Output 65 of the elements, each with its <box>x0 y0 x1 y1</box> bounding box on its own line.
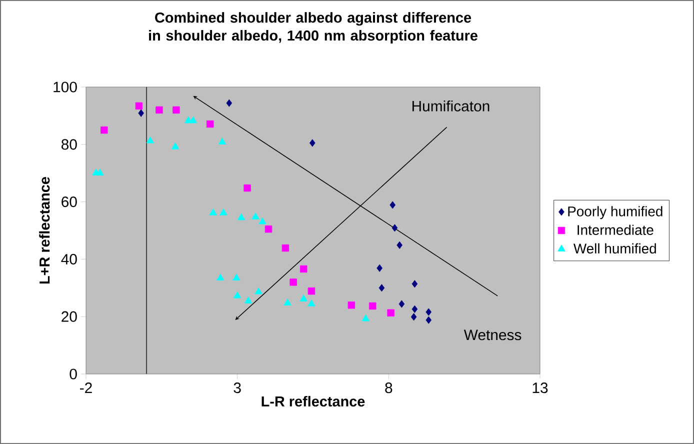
point <box>206 120 214 128</box>
x-axis-title: L-R reflectance <box>262 396 365 407</box>
point <box>96 168 104 176</box>
legend-label: Well humified <box>573 243 656 254</box>
point <box>216 274 224 280</box>
point <box>244 296 252 304</box>
point <box>387 309 394 316</box>
annotation: Wetness <box>464 330 522 340</box>
point <box>310 139 316 147</box>
point <box>426 316 432 324</box>
point <box>412 280 418 288</box>
point <box>156 106 163 114</box>
point <box>376 264 382 272</box>
y-tick-label: 20 <box>62 311 77 322</box>
point <box>284 298 292 306</box>
point <box>209 208 217 216</box>
y-tick-label: 0 <box>70 368 77 380</box>
point <box>308 300 316 306</box>
point <box>234 292 242 298</box>
point <box>392 224 398 232</box>
point <box>300 294 308 302</box>
y-axis-title: L+R reflectance <box>39 177 50 284</box>
point <box>348 302 356 309</box>
point <box>412 305 418 313</box>
point <box>410 313 417 321</box>
point <box>282 244 290 252</box>
x-tick-label: 3 <box>234 382 241 394</box>
y-tick-label: 100 <box>54 82 77 92</box>
point <box>189 116 197 124</box>
point <box>300 265 308 273</box>
point <box>290 278 297 286</box>
x-tick-label: -2 <box>80 382 92 393</box>
point <box>237 213 246 220</box>
point <box>100 126 108 134</box>
point <box>254 288 262 294</box>
point <box>218 138 226 144</box>
y-tick-label: 40 <box>61 254 77 264</box>
y-tick-label: 60 <box>62 196 77 208</box>
x-tick-label: 13 <box>532 382 548 394</box>
point <box>390 201 396 209</box>
point <box>146 136 154 144</box>
point <box>172 106 180 114</box>
annotation: Humificaton <box>412 100 490 112</box>
point <box>171 142 180 150</box>
point <box>220 208 228 216</box>
point <box>378 284 385 292</box>
point <box>138 109 144 117</box>
point <box>362 314 370 322</box>
point <box>252 212 260 220</box>
point <box>396 241 402 249</box>
legend-label: Poorly humified <box>568 206 662 220</box>
point <box>226 99 232 107</box>
point <box>369 302 376 310</box>
point <box>426 308 432 316</box>
legend-label: Intermediate <box>578 224 654 235</box>
x-tick-label: 8 <box>385 382 392 394</box>
point <box>264 225 272 233</box>
point <box>398 300 405 308</box>
point <box>135 102 143 110</box>
y-tick-label: 80 <box>62 139 77 150</box>
point <box>232 274 240 280</box>
point <box>258 217 266 224</box>
point <box>244 184 251 192</box>
chart-title: Combined shoulder albedo against difference in shoulder albedo, 1400 nm absorption feature <box>149 12 478 44</box>
point <box>308 287 316 295</box>
